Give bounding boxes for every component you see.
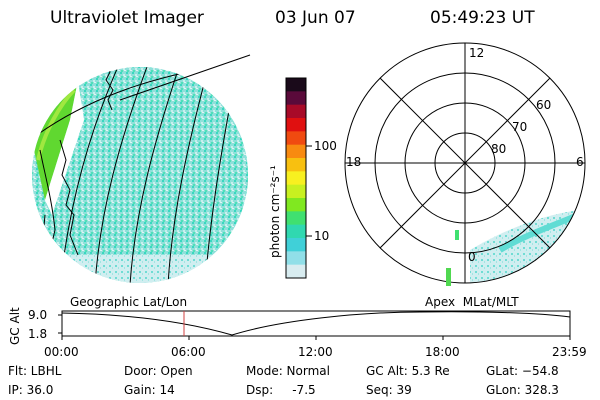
colorbar-segment bbox=[286, 118, 306, 132]
colorbar-segment bbox=[286, 264, 306, 279]
colorbar-segment bbox=[286, 104, 306, 119]
colorbar-segment bbox=[286, 198, 306, 212]
info-gain: Gain: 14 bbox=[124, 383, 175, 397]
colorbar-segment bbox=[286, 224, 306, 239]
polar-plot bbox=[344, 42, 586, 286]
mlt-label-0: 0 bbox=[468, 250, 476, 264]
geo-latlon-label: Geographic Lat/Lon bbox=[70, 295, 188, 309]
colorbar-segment bbox=[286, 158, 306, 172]
colorbar-segment bbox=[286, 238, 306, 252]
instrument-title: Ultraviolet Imager bbox=[50, 8, 204, 28]
x-tick-0600: 06:00 bbox=[171, 345, 206, 359]
colorbar-segment bbox=[286, 184, 306, 199]
mlt-label-6: 6 bbox=[576, 155, 584, 169]
gc-alt-axis-label: GC Alt bbox=[8, 307, 22, 345]
info-gc-alt: GC Alt: 5.3 Re bbox=[366, 364, 450, 378]
colorbar-segment bbox=[286, 171, 306, 186]
header-date: 03 Jun 07 bbox=[275, 8, 356, 28]
x-tick-1800: 18:00 bbox=[425, 345, 460, 359]
colorbar-unit-label: photon cm⁻²s⁻¹ bbox=[268, 165, 282, 258]
mlat-label-70: 70 bbox=[512, 120, 528, 134]
geographic-image bbox=[32, 54, 251, 283]
info-seq: Seq: 39 bbox=[366, 383, 412, 397]
info-flt: Flt: LBHL bbox=[8, 364, 62, 378]
info-glat: GLat: −54.8 bbox=[486, 364, 559, 378]
timeline-plot bbox=[58, 310, 571, 340]
info-ip: IP: 36.0 bbox=[8, 383, 54, 397]
colorbar-segment bbox=[286, 144, 306, 159]
colorbar-segment bbox=[286, 211, 306, 226]
mlt-label-18: 18 bbox=[346, 155, 362, 169]
header-time: 05:49:23 UT bbox=[430, 8, 535, 28]
y-tick-9: 9.0 bbox=[28, 308, 48, 322]
x-tick-1200: 12:00 bbox=[298, 345, 333, 359]
x-tick-2359: 23:59 bbox=[552, 345, 587, 359]
x-tick-0000: 00:00 bbox=[44, 345, 79, 359]
color-bar bbox=[285, 77, 312, 279]
apex-mlat-mlt-label: Apex MLat/MLT bbox=[425, 295, 519, 309]
mlat-label-60: 60 bbox=[536, 98, 552, 112]
colorbar-tick-100: 100 bbox=[314, 139, 337, 153]
mlt-label-12: 12 bbox=[469, 46, 485, 60]
colorbar-segment bbox=[286, 78, 306, 92]
mlat-label-80: 80 bbox=[491, 142, 507, 156]
colorbar-tick-10: 10 bbox=[314, 229, 330, 243]
y-tick-1-8: 1.8 bbox=[28, 327, 48, 341]
info-glon: GLon: 328.3 bbox=[486, 383, 559, 397]
colorbar-segment bbox=[286, 131, 306, 146]
info-dsp: Dsp: -7.5 bbox=[246, 383, 316, 397]
info-mode: Mode: Normal bbox=[246, 364, 330, 378]
info-door: Door: Open bbox=[124, 364, 193, 378]
colorbar-segment bbox=[286, 91, 306, 106]
colorbar-segment bbox=[286, 251, 306, 266]
